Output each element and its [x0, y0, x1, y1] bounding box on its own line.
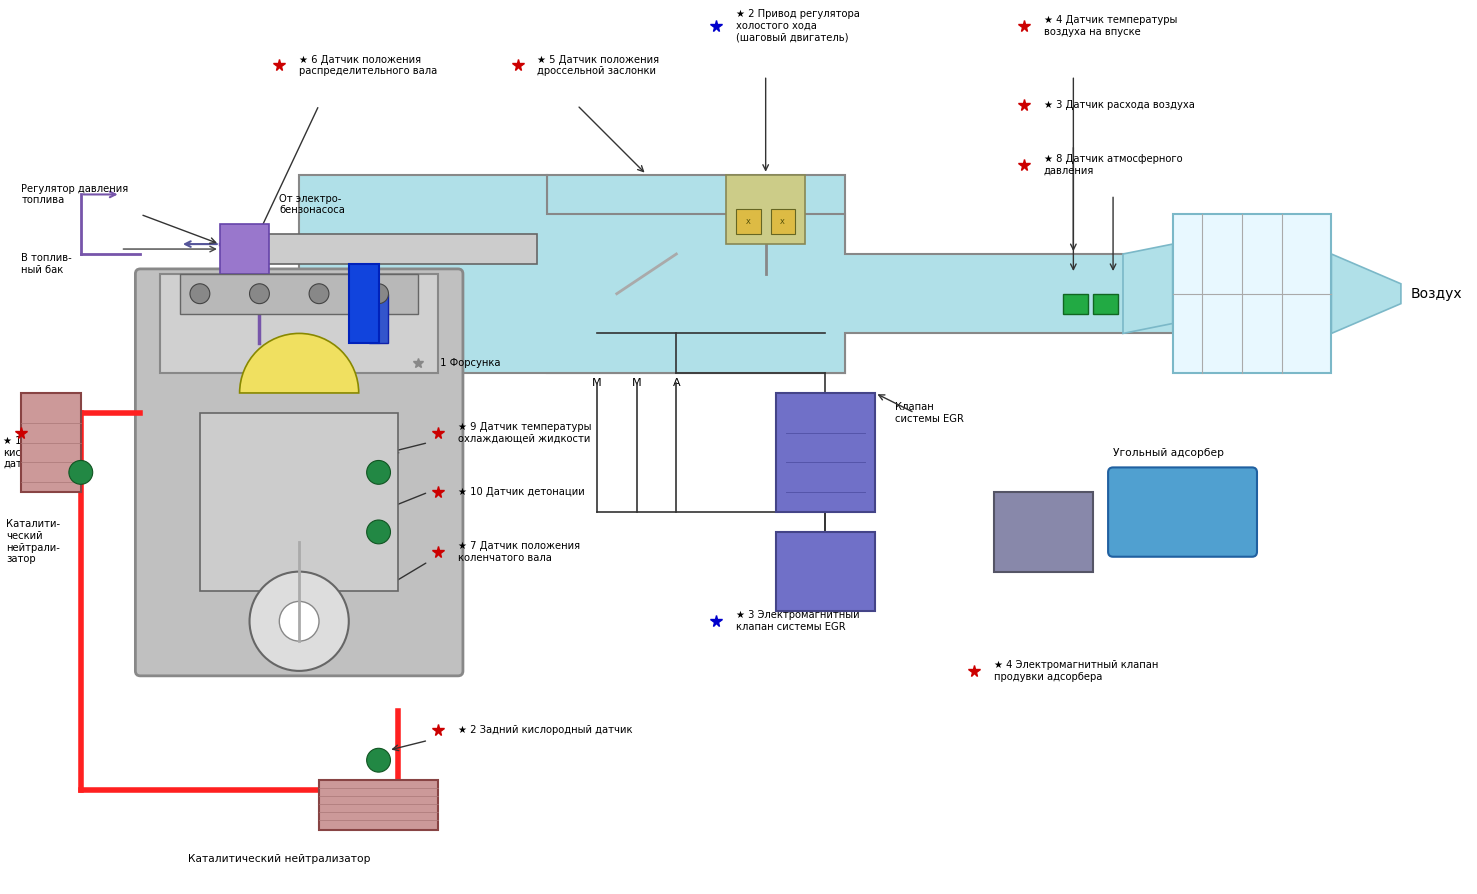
Circle shape — [309, 283, 329, 304]
Text: ★ 3 Электромагнитный
клапан системы EGR: ★ 3 Электромагнитный клапан системы EGR — [736, 611, 860, 632]
Circle shape — [366, 520, 390, 544]
Text: A: A — [672, 378, 679, 388]
Bar — [369, 294, 388, 343]
Bar — [736, 209, 761, 234]
Polygon shape — [1331, 254, 1400, 333]
Text: Клапан
системы EGR: Клапан системы EGR — [895, 402, 963, 424]
Bar — [771, 209, 796, 234]
Circle shape — [279, 602, 319, 641]
Text: ★ 4 Электромагнитный клапан
продувки адсорбера: ★ 4 Электромагнитный клапан продувки адс… — [994, 660, 1158, 682]
FancyBboxPatch shape — [696, 254, 1173, 333]
Circle shape — [369, 283, 388, 304]
Bar — [21, 393, 81, 493]
Text: Регулятор давления
топлива: Регулятор давления топлива — [21, 183, 128, 206]
Text: ★ 6 Датчик положения
распределительного вала: ★ 6 Датчик положения распределительного … — [300, 55, 437, 76]
Bar — [1173, 215, 1331, 373]
Bar — [727, 174, 805, 244]
FancyBboxPatch shape — [1108, 468, 1257, 557]
Circle shape — [191, 283, 210, 304]
Text: Каталити-
ческий
нейтрали-
затор: Каталити- ческий нейтрали- затор — [6, 519, 61, 564]
Bar — [180, 274, 418, 314]
FancyBboxPatch shape — [136, 269, 462, 676]
Text: Угольный адсорбер: Угольный адсорбер — [1114, 448, 1224, 458]
Circle shape — [366, 460, 390, 485]
Text: От электро-
бензонасоса: От электро- бензонасоса — [279, 194, 346, 215]
Bar — [199, 413, 399, 592]
Text: ★ 7 Датчик положения
коленчатого вала: ★ 7 Датчик положения коленчатого вала — [458, 541, 580, 562]
Text: ☆ 1 Форсунка: ☆ 1 Форсунка — [428, 358, 501, 368]
Bar — [994, 493, 1093, 571]
Text: ★ 9 Датчик температуры
охлаждающей жидкости: ★ 9 Датчик температуры охлаждающей жидко… — [458, 422, 591, 443]
Polygon shape — [300, 174, 1173, 373]
Bar — [548, 174, 845, 373]
Text: M: M — [632, 378, 641, 388]
Bar — [260, 234, 538, 264]
Text: ★ 2 Привод регулятора
холостого хода
(шаговый двигатель): ★ 2 Привод регулятора холостого хода (ша… — [736, 9, 860, 42]
Text: ★ 8 Датчик атмосферного
давления: ★ 8 Датчик атмосферного давления — [1044, 154, 1182, 175]
Bar — [220, 224, 269, 274]
Bar — [775, 532, 874, 611]
Bar — [160, 274, 439, 373]
Text: В топлив-
ный бак: В топлив- ный бак — [21, 253, 72, 274]
Text: ★ 5 Датчик положения
дроссельной заслонки: ★ 5 Датчик положения дроссельной заслонк… — [538, 55, 660, 76]
Circle shape — [250, 283, 269, 304]
Bar — [319, 780, 439, 830]
Text: Каталитический нейтрализатор: Каталитический нейтрализатор — [188, 855, 371, 864]
Text: ★ 2 Задний кислородный датчик: ★ 2 Задний кислородный датчик — [458, 725, 632, 736]
Circle shape — [69, 460, 93, 485]
Bar — [349, 264, 378, 343]
Text: X: X — [780, 219, 784, 225]
Text: ★ 3 Датчик расхода воздуха: ★ 3 Датчик расхода воздуха — [1044, 100, 1195, 110]
Circle shape — [366, 748, 390, 772]
Polygon shape — [1123, 244, 1173, 333]
Bar — [775, 393, 874, 512]
Bar — [1093, 294, 1118, 314]
Text: M: M — [592, 378, 601, 388]
Wedge shape — [239, 333, 359, 393]
Text: Воздух: Воздух — [1411, 287, 1462, 300]
Circle shape — [250, 571, 349, 670]
Text: ★ 4 Датчик температуры
воздуха на впуске: ★ 4 Датчик температуры воздуха на впуске — [1044, 15, 1177, 37]
Bar — [1063, 294, 1089, 314]
Text: ★ 1 Передний
кислородный
датчик: ★ 1 Передний кислородный датчик — [3, 436, 77, 469]
Text: X: X — [746, 219, 750, 225]
Text: ★ 10 Датчик детонации: ★ 10 Датчик детонации — [458, 487, 585, 497]
